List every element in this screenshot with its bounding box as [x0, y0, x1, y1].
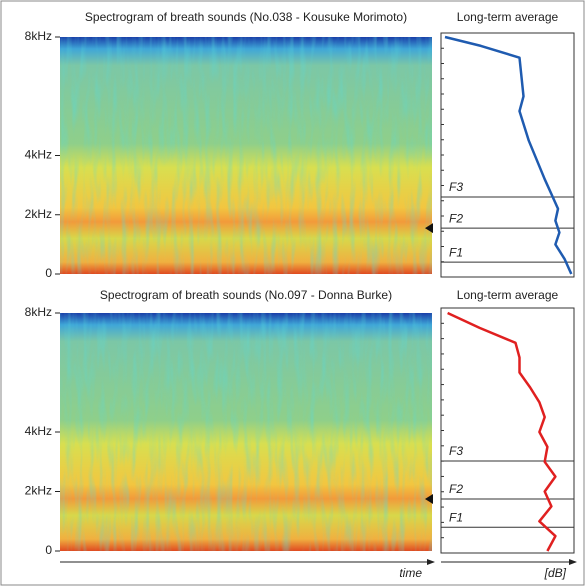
- formant-label: F1: [449, 245, 463, 259]
- y-tick-label: 2kHz: [25, 207, 52, 221]
- formant-arrow: [425, 223, 433, 234]
- formant-label: F2: [449, 482, 463, 496]
- y-tick-label: 0: [45, 266, 52, 280]
- formant-label: F1: [449, 510, 463, 524]
- chart-title: Spectrogram of breath sounds (No.097 - D…: [100, 288, 392, 302]
- y-tick-label: 4kHz: [25, 148, 52, 162]
- y-tick-label: 8kHz: [25, 29, 52, 43]
- chart-title: Spectrogram of breath sounds (No.038 - K…: [85, 10, 407, 24]
- spectrogram-texture: [60, 37, 432, 274]
- plot-frame: [440, 32, 575, 278]
- x-axis-label: time: [399, 566, 422, 580]
- y-tick-label: 2kHz: [25, 484, 52, 498]
- chart-title: Long-term average: [457, 10, 559, 24]
- formant-label: F2: [449, 211, 463, 225]
- y-tick-label: 4kHz: [25, 424, 52, 438]
- x-axis-label: [dB]: [544, 566, 567, 580]
- formant-arrow: [425, 493, 433, 504]
- y-tick-label: 0: [45, 543, 52, 557]
- y-tick-label: 8kHz: [25, 305, 52, 319]
- average-curve: [444, 35, 573, 275]
- average-curve: [447, 311, 557, 552]
- formant-label: F3: [449, 444, 463, 458]
- chart-title: Long-term average: [457, 288, 559, 302]
- spectrogram-texture: [60, 313, 432, 551]
- formant-label: F3: [449, 180, 463, 194]
